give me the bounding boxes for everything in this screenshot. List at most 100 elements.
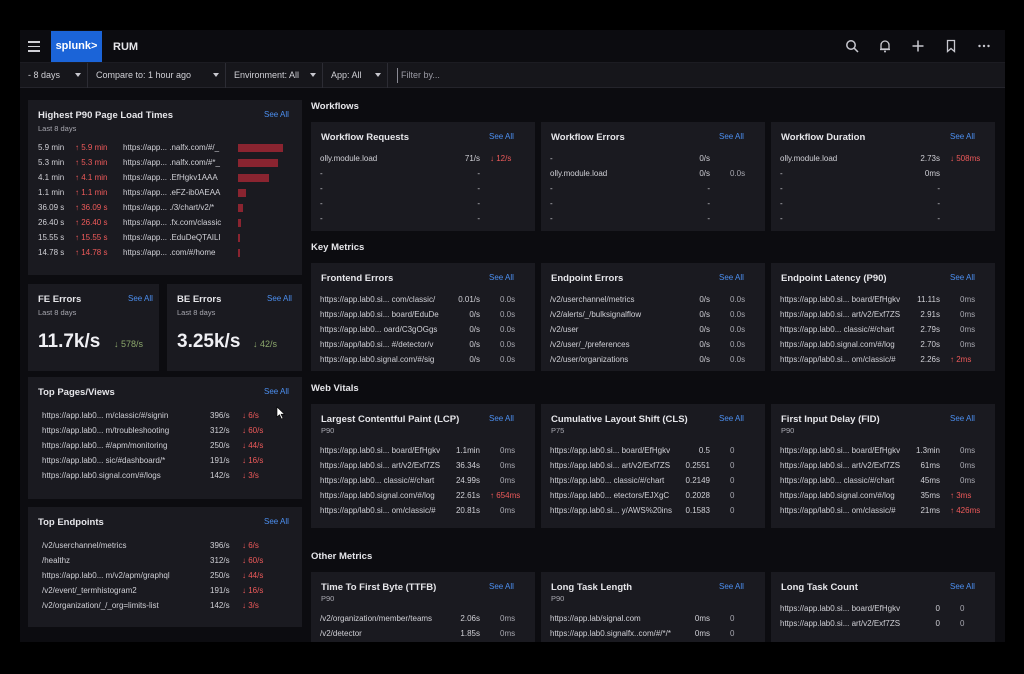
see-all-link[interactable]: See All bbox=[489, 582, 514, 591]
see-all-link[interactable]: See All bbox=[950, 582, 975, 591]
see-all-link[interactable]: See All bbox=[719, 132, 744, 141]
metric-name: - bbox=[320, 169, 323, 178]
app-dropdown[interactable]: App: All bbox=[323, 63, 388, 88]
list-item[interactable]: https://app.lab0.signal.com/#/logs 142/s ↓… bbox=[42, 470, 292, 482]
metric-row[interactable]: -- bbox=[780, 213, 988, 225]
metric-row[interactable]: https://app.lab0.si... board/EfHgkv 0.5 0 bbox=[550, 445, 758, 457]
metric-row[interactable]: -- bbox=[320, 213, 528, 225]
list-item[interactable]: https://app.lab0... #/apm/monitoring 250/… bbox=[42, 440, 292, 452]
metric-row[interactable]: https://app.lab0.si... art/v2/Exf7ZS 0.25… bbox=[550, 460, 758, 472]
metric-row[interactable]: https://app.lab0... classic/#/chart 2.79s… bbox=[780, 324, 988, 336]
environment-dropdown[interactable]: Environment: All bbox=[226, 63, 323, 88]
list-item[interactable]: 36.09 s ↑ 36.09 s https://app... ./3/chart… bbox=[38, 202, 293, 214]
bell-icon[interactable] bbox=[877, 39, 893, 55]
metric-row[interactable]: https://app.lab0.si... y/AWS%20ins 0.1583… bbox=[550, 505, 758, 517]
list-item[interactable]: https://app.lab0... m/troubleshooting 312… bbox=[42, 425, 292, 437]
metric-row[interactable]: https://app/lab0.si... om/classic/# 2.26s… bbox=[780, 354, 988, 366]
metric-row[interactable]: /v2/alerts/_/bulksignalflow 0/s 0.0s bbox=[550, 309, 758, 321]
metric-row[interactable]: -- bbox=[320, 198, 528, 210]
list-item[interactable]: 26.40 s ↑ 26.40 s https://app... .fx.com/c… bbox=[38, 217, 293, 229]
metric-row[interactable]: -- bbox=[550, 213, 758, 225]
metric-row[interactable]: -- bbox=[550, 198, 758, 210]
see-all-link[interactable]: See All bbox=[719, 582, 744, 591]
list-item[interactable]: https://app.lab0... sic/#dashboard/* 191/… bbox=[42, 455, 292, 467]
see-all-link[interactable]: See All bbox=[489, 414, 514, 423]
metric-row[interactable]: https://app.lab0.signal.com/#/sig 0/s 0.0s bbox=[320, 354, 528, 366]
metric-row[interactable]: -- bbox=[780, 183, 988, 195]
menu-icon[interactable] bbox=[28, 41, 40, 52]
metric-row[interactable]: https://app.lab0... oard/C3gOGgs 0/s 0.0s bbox=[320, 324, 528, 336]
more-icon[interactable] bbox=[976, 39, 992, 55]
see-all-link[interactable]: See All bbox=[264, 387, 289, 396]
metric-row[interactable]: olly.module.load 2.73s ↓ 508ms bbox=[780, 153, 988, 165]
metric-row[interactable]: -- bbox=[320, 183, 528, 195]
plus-icon[interactable] bbox=[910, 39, 926, 55]
see-all-link[interactable]: See All bbox=[950, 414, 975, 423]
splunk-logo[interactable]: splunk> bbox=[51, 31, 102, 62]
metric-row[interactable]: https://app.lab0.signal.com/#/log 2.70s 0m… bbox=[780, 339, 988, 351]
see-all-link[interactable]: See All bbox=[128, 294, 153, 303]
metric-row[interactable]: - 0ms bbox=[780, 168, 988, 180]
metric-row[interactable]: https://app.lab0... classic/#/chart 24.99… bbox=[320, 475, 528, 487]
metric-row[interactable]: https://app.lab0.signal.com/#/log 35ms ↑ 3… bbox=[780, 490, 988, 502]
see-all-link[interactable]: See All bbox=[950, 132, 975, 141]
metric-row[interactable]: https://app.lab0.si... board/EfHgkv 11.11… bbox=[780, 294, 988, 306]
filter-input[interactable]: Filter by... bbox=[397, 68, 440, 83]
see-all-link[interactable]: See All bbox=[489, 273, 514, 282]
list-item[interactable]: /healthz 312/s ↓ 60/s bbox=[42, 555, 292, 567]
list-item[interactable]: https://app.lab0... m/classic/#/signin 39… bbox=[42, 410, 292, 422]
metric-row[interactable]: olly.module.load 71/s ↓ 12/s bbox=[320, 153, 528, 165]
metric-row[interactable]: /v2/user/_/preferences 0/s 0.0s bbox=[550, 339, 758, 351]
search-icon[interactable] bbox=[844, 39, 860, 55]
metric-row[interactable]: https://app.lab0.signalfx..com/#/*/* 0ms 0 bbox=[550, 628, 758, 640]
list-item[interactable]: 5.9 min ↑ 5.9 min https://app... .nalfx.co… bbox=[38, 142, 293, 154]
list-item[interactable]: 4.1 min ↑ 4.1 min https://app... .EfHgkv1A… bbox=[38, 172, 293, 184]
metric-row[interactable]: -- bbox=[780, 198, 988, 210]
see-all-link[interactable]: See All bbox=[719, 414, 744, 423]
metric-row[interactable]: https://app.lab0.si... art/v2/Exf7ZS 2.91… bbox=[780, 309, 988, 321]
see-all-link[interactable]: See All bbox=[950, 273, 975, 282]
list-item[interactable]: 15.55 s ↑ 15.55 s https://app... .EduDeQTA… bbox=[38, 232, 293, 244]
see-all-link[interactable]: See All bbox=[264, 110, 289, 119]
metric-row[interactable]: https://app.lab/signal.com 0ms 0 bbox=[550, 613, 758, 625]
metric-row[interactable]: https://app.lab0.si... art/v2/Exf7ZS 0 0 bbox=[780, 618, 988, 630]
list-item[interactable]: 1.1 min ↑ 1.1 min https://app... .eFZ-ib0A… bbox=[38, 187, 293, 199]
metric-row[interactable]: https://app.lab0.si... com/classic/0.01/… bbox=[320, 294, 528, 306]
metric-row[interactable]: https://app/lab0.si... #/detector/v 0/s 0.… bbox=[320, 339, 528, 351]
metric-row[interactable]: - 0/s bbox=[550, 153, 758, 165]
metric-row[interactable]: https://app/lab0.si... om/classic/# 21ms ↑… bbox=[780, 505, 988, 517]
metric-row[interactable]: https://app.lab0.si... art/v2/Exf7ZS 61ms… bbox=[780, 460, 988, 472]
metric-row[interactable]: https://app/lab0.si... om/classic/# 20.81… bbox=[320, 505, 528, 517]
list-item[interactable]: 5.3 min ↑ 5.3 min https://app... .nalfx.co… bbox=[38, 157, 293, 169]
time-range-dropdown[interactable]: - 8 days bbox=[20, 63, 88, 88]
metric-row[interactable]: https://app.lab0.si... board/EfHgkv 1.1mi… bbox=[320, 445, 528, 457]
list-item[interactable]: /v2/event/_termhistogram2 191/s ↓ 16/s bbox=[42, 585, 292, 597]
list-item[interactable]: /v2/organization/_/_org=limits-list 142/s… bbox=[42, 600, 292, 612]
metric-row[interactable]: /v2/userchannel/metrics 0/s 0.0s bbox=[550, 294, 758, 306]
metric-row[interactable]: olly.module.load 0/s 0.0s bbox=[550, 168, 758, 180]
see-all-link[interactable]: See All bbox=[267, 294, 292, 303]
bookmark-icon[interactable] bbox=[943, 39, 959, 55]
metric-row[interactable]: https://app.lab0.si... art/v2/Exf7ZS 36.3… bbox=[320, 460, 528, 472]
metric-row[interactable]: https://app.lab0.si... board/EfHgkv 0 0 bbox=[780, 603, 988, 615]
metric-row[interactable]: https://app.lab0.si... board/EduDe 0/s 0.0… bbox=[320, 309, 528, 321]
metric-row[interactable]: /v2/user/organizations 0/s 0.0s bbox=[550, 354, 758, 366]
metric-row[interactable]: https://app.lab0.signal.com/#/log 22.61s ↑… bbox=[320, 490, 528, 502]
metric-row[interactable]: /v2/organization/member/teams 2.06s 0ms bbox=[320, 613, 528, 625]
see-all-link[interactable]: See All bbox=[264, 517, 289, 526]
see-all-link[interactable]: See All bbox=[489, 132, 514, 141]
metric-row[interactable]: https://app.lab0.si... board/EfHgkv 1.3mi… bbox=[780, 445, 988, 457]
metric-row[interactable]: /v2/detector 1.85s 0ms bbox=[320, 628, 528, 640]
compare-dropdown[interactable]: Compare to: 1 hour ago bbox=[88, 63, 226, 88]
app-title: RUM bbox=[113, 41, 139, 53]
list-item[interactable]: https://app.lab0... m/v2/apm/graphql 250/… bbox=[42, 570, 292, 582]
see-all-link[interactable]: See All bbox=[719, 273, 744, 282]
metric-row[interactable]: -- bbox=[320, 168, 528, 180]
list-item[interactable]: 14.78 s ↑ 14.78 s https://app... .com/#/ho… bbox=[38, 247, 293, 259]
list-item[interactable]: /v2/userchannel/metrics 396/s ↓ 6/s bbox=[42, 540, 292, 552]
metric-row[interactable]: https://app.lab0... etectors/EJXgC 0.2028… bbox=[550, 490, 758, 502]
metric-row[interactable]: https://app.lab0... classic/#/chart 45ms 0… bbox=[780, 475, 988, 487]
metric-row[interactable]: -- bbox=[550, 183, 758, 195]
metric-row[interactable]: /v2/user 0/s 0.0s bbox=[550, 324, 758, 336]
metric-row[interactable]: https://app.lab0... classic/#/chart 0.214… bbox=[550, 475, 758, 487]
